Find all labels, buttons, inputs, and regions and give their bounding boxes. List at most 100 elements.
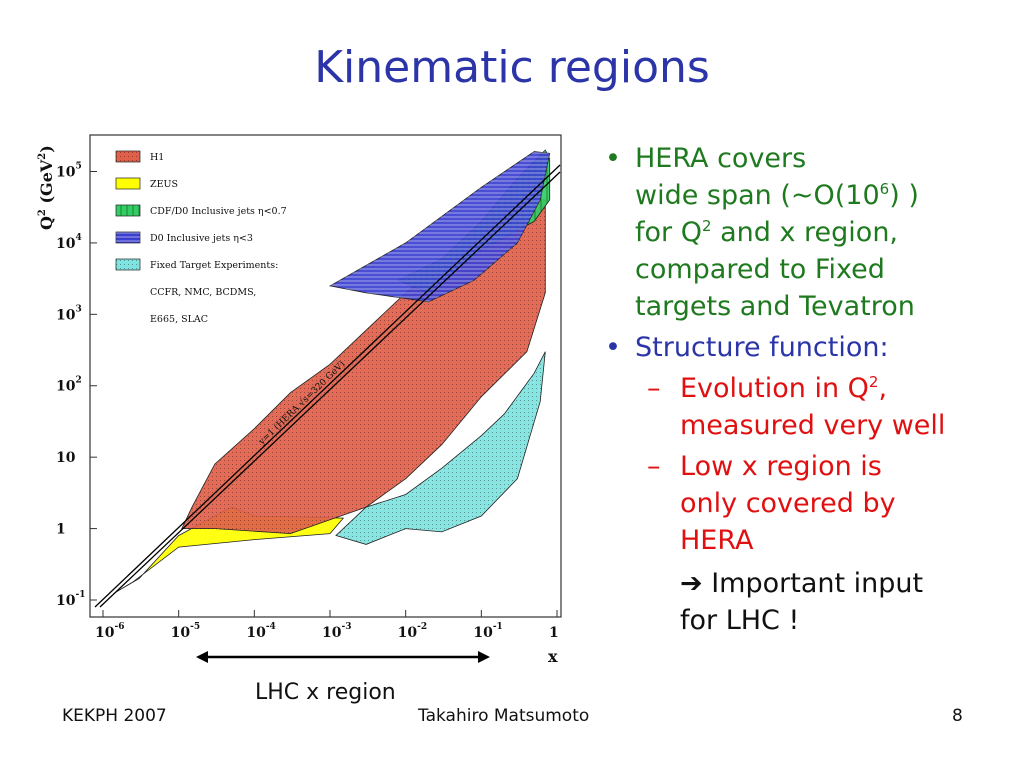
bullet-structure: • Structure function: (605, 329, 1005, 366)
y-tick-exp-0: -1 (75, 590, 85, 600)
slide-title: Kinematic regions (314, 42, 710, 93)
lhc-x-region-label: LHC x region (255, 680, 396, 705)
y-tick-base-4: 10 (56, 307, 76, 323)
x-tick-label-0: 10-6 (95, 622, 124, 641)
s1-l1b: , (878, 373, 888, 404)
y-tick-label-2: 10 (56, 450, 76, 466)
y-tick-label-4: 103 (56, 304, 82, 323)
imp-line1: ➔ Important input (680, 565, 1005, 602)
x-tick-label-3: 10-3 (322, 622, 351, 641)
y-tick-label-0: 10-1 (56, 590, 85, 609)
x-tick-exp-4: -2 (417, 622, 427, 632)
legend-label-1: ZEUS (150, 179, 178, 190)
s2-line3: HERA (680, 525, 754, 556)
x-tick-label-4: 10-2 (398, 622, 427, 641)
bullet-list: • HERA covers wide span (~O(106) ) for Q… (605, 140, 1005, 639)
legend-label-2: CDF/D0 Inclusive jets η<0.7 (150, 206, 287, 217)
b1-line3: for Q2 and x region, (635, 214, 1005, 251)
b1-l2a: wide span (~O(10 (635, 180, 880, 211)
kinematic-limit-line-2 (99, 171, 561, 608)
legend-label-4: Fixed Target Experiments: (150, 260, 278, 271)
x-tick-label-2: 10-4 (246, 622, 275, 641)
y-tick-base-2: 10 (56, 450, 76, 466)
kinematic-limit-line (94, 164, 561, 608)
x-tick-base-3: 10 (322, 625, 342, 641)
s2-line1: Low x region is (680, 451, 882, 482)
subbullet-lowx: – Low x region is only covered by HERA (605, 448, 1005, 559)
y-tick-exp-5: 4 (75, 233, 81, 243)
x-ticks: 10-6 10-5 10-4 10-3 10-2 10-1 1 (95, 610, 559, 641)
legend-swatch-hatch-2 (116, 205, 140, 216)
footer-author: Takahiro Matsumoto (418, 706, 590, 726)
s2-line2: only covered by (680, 488, 896, 519)
y-tick-exp-6: 5 (75, 161, 81, 171)
x-tick-base-5: 10 (473, 625, 493, 641)
b1-line1: HERA covers (635, 143, 807, 174)
x-tick-exp-3: -3 (341, 622, 351, 632)
b1-l3sup: 2 (701, 217, 712, 235)
x-tick-label-5: 10-1 (473, 622, 502, 641)
y-tick-exp-4: 3 (75, 304, 81, 314)
lhc-arrow-head-right (478, 651, 490, 663)
x-tick-label-1: 10-5 (171, 622, 200, 641)
s1-line1: Evolution in Q2, (680, 370, 1005, 407)
plot-frame (89, 134, 562, 618)
region-hatch-4 (330, 151, 550, 302)
footer-page-number: 8 (952, 706, 963, 726)
y-tick-label-6: 105 (56, 161, 82, 180)
y-tick-base-1: 1 (56, 522, 66, 538)
y-tick-label-1: 1 (56, 522, 66, 538)
bullet-dot: • (605, 143, 621, 174)
regions-layer (116, 149, 551, 593)
s1-line2: measured very well (680, 410, 946, 441)
y-tick-exp-3: 2 (75, 376, 81, 386)
y-tick-base-0: 10 (56, 593, 76, 609)
right-arrow-icon: ➔ (680, 568, 712, 599)
x-axis-label: x (548, 647, 558, 666)
y-axis-label-end: ) (37, 145, 56, 153)
y-tick-base-3: 10 (56, 379, 76, 395)
x-tick-base-4: 10 (398, 625, 418, 641)
legend-swatch-hatch-4 (116, 259, 140, 270)
legend-swatch-1 (115, 177, 141, 190)
y-tick-base-6: 10 (56, 164, 76, 180)
x-tick-label-6: 1 (549, 625, 559, 641)
important-note: ➔ Important input for LHC ! (605, 565, 1005, 639)
subbullet-evolution: – Evolution in Q2, measured very well (605, 370, 1005, 444)
footer-conference: KEKPH 2007 (62, 706, 167, 726)
y-axis-label: Q2 (GeV2) (37, 145, 56, 230)
b1-line5: targets and Tevatron (635, 291, 915, 322)
b1-l2sup: 6 (879, 180, 890, 198)
imp-l1: Important input (711, 568, 924, 599)
bullet-hera: • HERA covers wide span (~O(106) ) for Q… (605, 140, 1005, 325)
legend-label-0: H1 (150, 152, 164, 163)
region-hatch-2 (336, 351, 546, 545)
legend-label-5: CCFR, NMC, BCDMS, (150, 287, 256, 298)
imp-line2: for LHC ! (680, 605, 800, 636)
b1-l3a: for Q (635, 217, 702, 248)
lhc-arrow-head-left (196, 651, 208, 663)
b1-l3b: and x region, (711, 217, 899, 248)
x-tick-base-0: 10 (95, 625, 115, 641)
y-axis-label-unit: (GeV (37, 159, 56, 209)
y-tick-base-5: 10 (56, 236, 76, 252)
s1-l1sup: 2 (868, 373, 879, 391)
legend-label-3: D0 Inclusive jets η<3 (150, 233, 253, 244)
x-tick-exp-2: -4 (266, 622, 276, 632)
y-axis-label-unit-sup: 2 (37, 153, 48, 160)
b1-l2b: ) ) (889, 180, 919, 211)
b2-line: Structure function: (635, 332, 889, 363)
y-tick-label-3: 102 (56, 376, 82, 395)
legend: H1 ZEUS CDF/D0 Inclusive jets η<0.7 D0 Incl… (115, 150, 287, 325)
legend-swatch-hatch-0 (116, 151, 140, 162)
legend-swatch-hatch-3 (116, 232, 140, 243)
s1-l1a: Evolution in Q (680, 373, 869, 404)
b1-line2: wide span (~O(106) ) (635, 177, 1005, 214)
sub-dash: – (647, 373, 661, 404)
y-tick-label-5: 104 (56, 233, 82, 252)
x-tick-base-1: 10 (171, 625, 191, 641)
bullet-dot: • (605, 332, 621, 363)
x-tick-exp-5: -1 (493, 622, 503, 632)
